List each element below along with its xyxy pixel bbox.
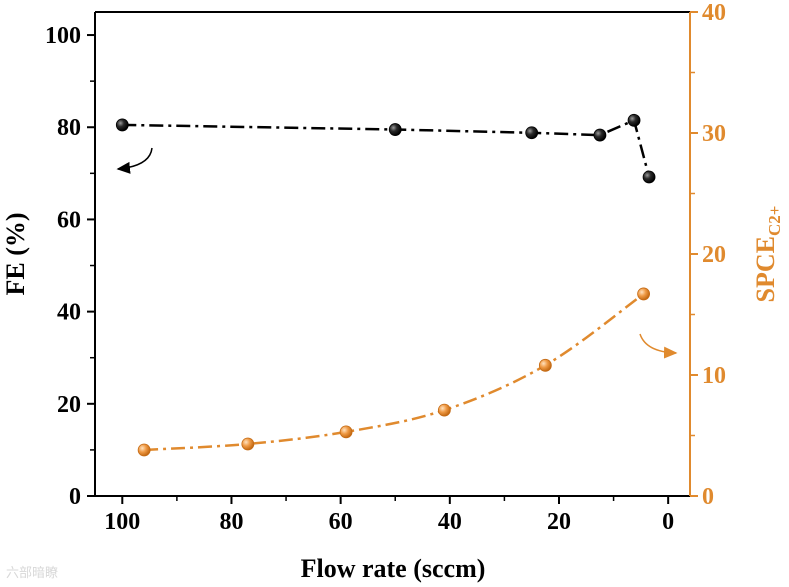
series-line-spce (144, 292, 645, 452)
y-right-tick-label: 40 (702, 0, 726, 26)
spce-axis-arrow (639, 333, 678, 359)
data-point-spce (538, 358, 552, 372)
y-right-tick-label: 20 (702, 242, 726, 268)
series-line-fe (122, 118, 651, 178)
y-left-tick-label: 40 (57, 300, 81, 326)
y-right-tick-label: 10 (702, 363, 726, 389)
data-point-spce (241, 437, 255, 451)
data-point-fe (642, 170, 656, 184)
data-point-fe (593, 128, 607, 142)
x-axis-title: Flow rate (sccm) (301, 554, 486, 583)
y-left-tick-label: 80 (57, 115, 81, 141)
data-point-fe (525, 126, 539, 140)
y-left-tick-label: 100 (45, 23, 81, 49)
x-tick-label: 20 (547, 509, 571, 535)
x-tick-label: 40 (438, 509, 462, 535)
y-left-tick-label: 0 (69, 484, 81, 510)
fe-axis-arrow (116, 147, 153, 174)
y-axis-left-title: FE (%) (1, 212, 30, 295)
y-axis-right-title: SPCEC2+ (751, 206, 784, 303)
data-point-fe (627, 113, 641, 127)
data-point-spce (137, 443, 151, 457)
y-left-tick-label: 20 (57, 392, 81, 418)
watermark: 六部暗瞭 (6, 566, 59, 581)
y-right-tick-label: 0 (702, 484, 714, 510)
x-tick-label: 80 (219, 509, 243, 535)
x-tick-label: 0 (662, 509, 674, 535)
x-tick-label: 100 (104, 509, 140, 535)
x-tick-label: 60 (329, 509, 353, 535)
data-point-fe (115, 118, 129, 132)
y-right-tick-label: 30 (702, 121, 726, 147)
data-point-fe (388, 123, 402, 136)
y-axis-right-title-sub: C2+ (765, 206, 784, 236)
data-point-spce (437, 403, 451, 417)
y-left-tick-label: 60 (57, 207, 81, 233)
y-axis-right-title-main: SPCE (751, 236, 780, 302)
data-point-spce (637, 287, 651, 301)
data-point-spce (339, 425, 353, 439)
